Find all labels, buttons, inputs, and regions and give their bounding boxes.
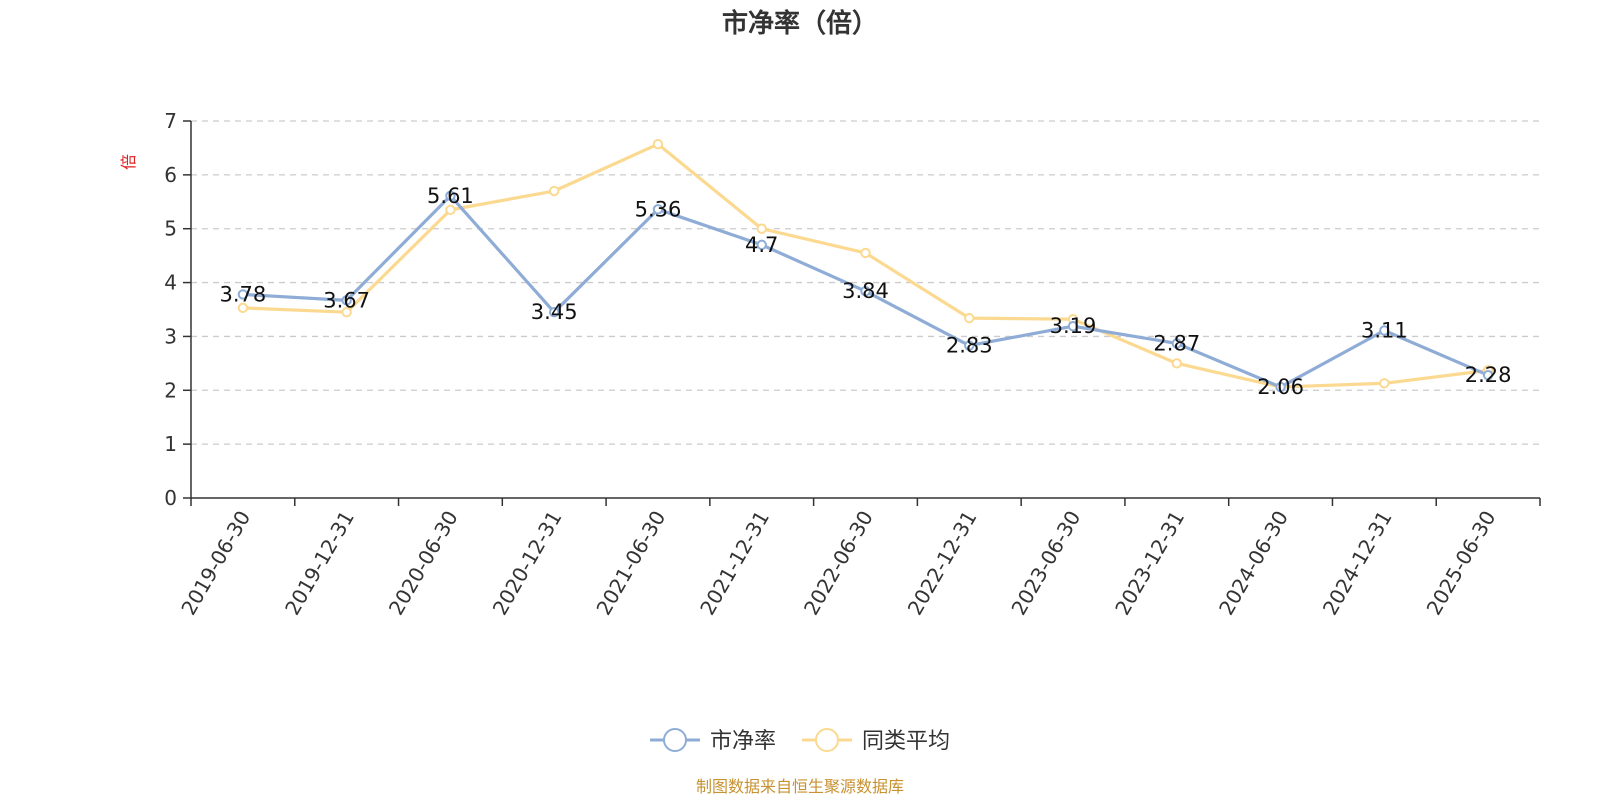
- x-axis-ticks: 2019-06-30 2019-12-31 2020-06-30 2020-12-31…: [176, 498, 1541, 620]
- data-point[interactable]: [445, 204, 456, 216]
- data-point[interactable]: [964, 340, 975, 351]
- x-tick-label: 2021-06-30: [591, 507, 670, 620]
- x-tick-label: 2023-12-31: [1110, 507, 1189, 620]
- data-label: 2.87: [1153, 331, 1200, 355]
- y-tick-label: 6: [164, 163, 177, 187]
- data-point[interactable]: [1482, 370, 1494, 381]
- y-tick-label: 2: [164, 378, 177, 402]
- data-label: 5.61: [427, 184, 474, 208]
- data-point[interactable]: [1067, 320, 1079, 332]
- series-line: [242, 142, 1489, 389]
- y-tick-label: 7: [164, 109, 177, 133]
- data-point[interactable]: [548, 185, 560, 197]
- legend-label: 市净率: [710, 729, 776, 754]
- x-tick-label: 2024-06-30: [1214, 507, 1293, 620]
- x-tick-label: 2019-12-31: [280, 507, 359, 620]
- x-tick-label: 2020-12-31: [488, 507, 567, 620]
- legend-item[interactable]: 市净率: [650, 728, 776, 754]
- data-point[interactable]: [237, 289, 249, 300]
- data-point[interactable]: [652, 138, 664, 150]
- y-tick-label: 3: [164, 324, 177, 348]
- x-tick-label: 2023-06-30: [1006, 507, 1085, 620]
- y-tick-label: 0: [164, 486, 177, 510]
- data-point[interactable]: [1379, 378, 1390, 389]
- legend-marker: [663, 728, 687, 752]
- chart-title: 市净率（倍）: [722, 8, 878, 39]
- data-label: 2.83: [946, 334, 993, 358]
- data-point[interactable]: [341, 295, 352, 306]
- legend[interactable]: 市净率 同类平均: [650, 728, 950, 754]
- data-point[interactable]: [1171, 338, 1183, 349]
- data-label: 4.7: [745, 233, 778, 257]
- data-labels: 3.78 3.67 5.61 3.45 5.36 4.7 3.84 2.83 3.19 2.87 2…: [220, 184, 1512, 399]
- data-label: 3.11: [1361, 319, 1408, 343]
- x-tick-label: 2024-12-31: [1318, 507, 1397, 620]
- y-tick-label: 1: [164, 432, 177, 456]
- data-point[interactable]: [1275, 381, 1286, 393]
- x-tick-label: 2022-12-31: [903, 507, 982, 620]
- series-group: [237, 138, 1494, 393]
- x-tick-label: 2020-06-30: [384, 507, 463, 620]
- data-point[interactable]: [652, 204, 664, 215]
- data-source-note: 制图数据来自恒生聚源数据库: [696, 777, 904, 796]
- data-point[interactable]: [548, 306, 560, 318]
- x-tick-label: 2021-12-31: [695, 507, 774, 620]
- data-point[interactable]: [237, 302, 249, 314]
- data-point[interactable]: [445, 190, 456, 202]
- legend-label: 同类平均: [862, 729, 950, 754]
- y-axis-label: 倍: [119, 154, 138, 170]
- data-label: 2.28: [1465, 363, 1512, 387]
- data-label: 3.67: [323, 288, 370, 312]
- data-point[interactable]: [964, 312, 975, 324]
- data-point[interactable]: [756, 239, 767, 251]
- y-axis-ticks: 0 1 2 3 4 5 6 7: [164, 109, 191, 510]
- data-label: 5.36: [635, 197, 682, 221]
- data-point[interactable]: [1171, 358, 1183, 369]
- data-point[interactable]: [756, 223, 767, 234]
- data-label: 3.84: [842, 279, 889, 303]
- data-point[interactable]: [1379, 325, 1390, 336]
- data-point[interactable]: [860, 247, 871, 259]
- axes: [190, 121, 1540, 499]
- x-tick-label: 2025-06-30: [1422, 507, 1501, 620]
- y-tick-label: 5: [164, 217, 177, 241]
- data-label: 3.45: [531, 300, 578, 324]
- y-tick-label: 4: [164, 271, 177, 295]
- data-point[interactable]: [860, 285, 871, 297]
- data-label: 3.78: [220, 282, 267, 306]
- x-tick-label: 2022-06-30: [799, 507, 878, 620]
- data-label: 2.06: [1257, 375, 1304, 399]
- x-tick-label: 2019-06-30: [176, 507, 255, 620]
- data-label: 3.19: [1050, 314, 1097, 338]
- legend-marker: [815, 728, 839, 752]
- data-point[interactable]: [341, 306, 352, 318]
- legend-item[interactable]: 同类平均: [802, 728, 950, 754]
